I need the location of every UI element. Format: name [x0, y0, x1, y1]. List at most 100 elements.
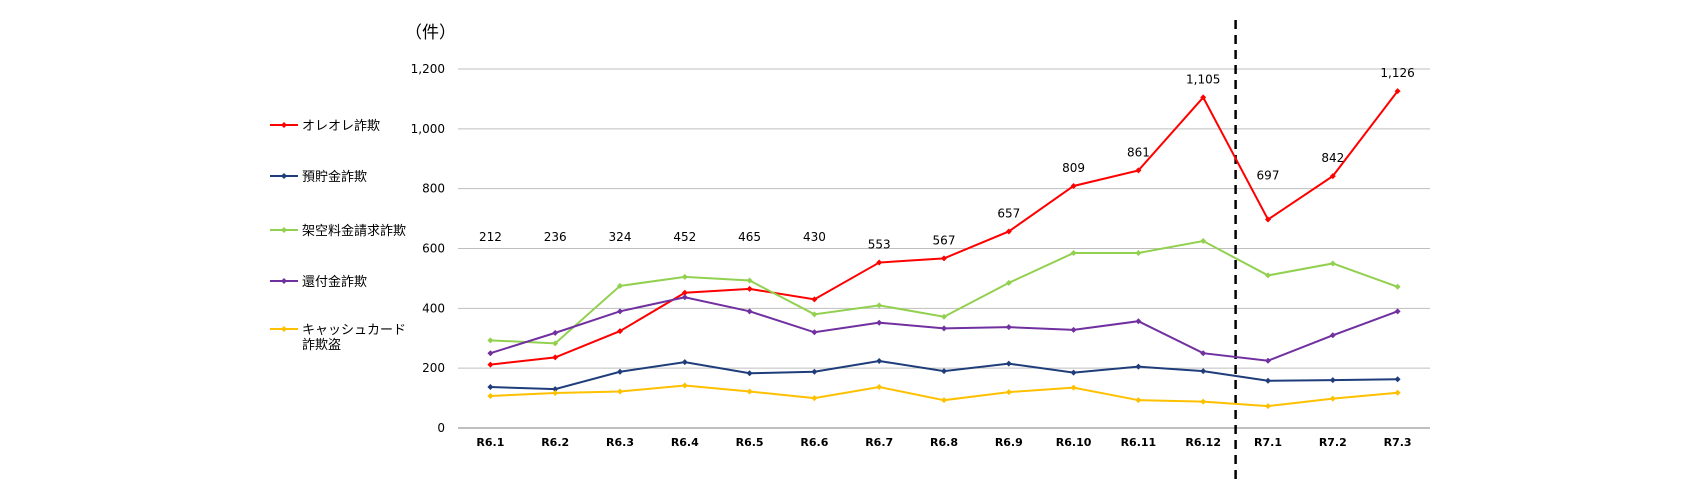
- data-point: [1329, 173, 1336, 180]
- data-point: [1200, 94, 1207, 101]
- series-1: [487, 357, 1401, 393]
- data-point: [876, 259, 883, 266]
- y-tick-label: 0: [437, 421, 445, 435]
- legend-item-0: オレオレ詐欺: [270, 118, 380, 134]
- x-tick-label: R7.2: [1319, 436, 1347, 449]
- data-point: [1200, 350, 1207, 357]
- series-4: [487, 382, 1401, 410]
- data-label: 1,126: [1380, 66, 1414, 80]
- y-tick-label: 1,200: [411, 62, 445, 76]
- data-point: [941, 255, 947, 262]
- legend-label: キャッシュカード: [302, 323, 406, 338]
- data-point: [552, 354, 559, 361]
- data-point: [1005, 360, 1012, 367]
- legend-swatch-marker: [281, 227, 287, 233]
- x-axis: R6.1 R6.2 R6.3 R6.4 R6.5 R6.6 R6.7 R6.8 R6.9 R6.1…: [476, 436, 1411, 449]
- data-point: [1070, 326, 1077, 333]
- series-line: [490, 359, 1398, 391]
- series-2: [487, 238, 1401, 347]
- data-point: [941, 397, 947, 404]
- data-label: 842: [1321, 151, 1344, 165]
- legend-swatch-marker: [281, 326, 287, 332]
- data-label: 697: [1257, 168, 1280, 182]
- y-tick-label: 800: [422, 182, 445, 196]
- data-point: [1135, 318, 1142, 325]
- data-point: [1200, 368, 1207, 375]
- data-point: [1265, 272, 1271, 279]
- data-point: [1265, 403, 1271, 410]
- data-point: [746, 285, 753, 292]
- series-group: [487, 88, 1401, 410]
- data-point: [1394, 389, 1401, 396]
- legend-label: 預貯金詐欺: [302, 169, 367, 185]
- data-point: [1265, 377, 1271, 384]
- data-point: [941, 368, 947, 375]
- data-point: [552, 389, 559, 396]
- data-point: [1005, 228, 1012, 235]
- data-point: [1394, 88, 1401, 95]
- data-point: [487, 384, 494, 391]
- data-point: [1070, 384, 1077, 391]
- data-label: 452: [673, 230, 696, 244]
- legend-swatch-marker: [281, 173, 287, 179]
- data-point: [681, 273, 688, 280]
- x-tick-label: R6.8: [930, 436, 958, 449]
- data-label: 861: [1127, 145, 1150, 159]
- data-point: [552, 329, 559, 336]
- x-tick-label: R6.3: [606, 436, 634, 449]
- data-label: 236: [544, 230, 567, 244]
- data-point: [1329, 332, 1336, 339]
- y-tick-label: 400: [422, 301, 445, 315]
- data-point: [941, 313, 947, 320]
- data-point: [941, 325, 947, 332]
- data-point: [811, 395, 818, 402]
- data-point: [1394, 308, 1401, 315]
- data-point: [811, 329, 818, 336]
- x-tick-label: R6.2: [541, 436, 569, 449]
- legend-label: オレオレ詐欺: [302, 118, 380, 134]
- data-label: 430: [803, 230, 826, 244]
- legend-label: 詐欺盗: [302, 337, 341, 353]
- legend-item-2: 架空料金請求詐欺: [270, 223, 406, 239]
- data-point: [1070, 249, 1077, 256]
- data-label: 809: [1062, 161, 1085, 175]
- data-point: [1265, 357, 1271, 364]
- data-label: 657: [997, 206, 1020, 220]
- y-tick-label: 600: [422, 242, 445, 256]
- series-3: [487, 294, 1401, 364]
- data-point: [876, 319, 883, 326]
- data-point: [1135, 249, 1142, 256]
- x-tick-label: R6.10: [1056, 436, 1092, 449]
- data-label: 567: [933, 233, 956, 247]
- data-point: [681, 289, 688, 296]
- x-tick-label: R6.1: [476, 436, 504, 449]
- data-point: [1329, 377, 1336, 384]
- x-tick-label: R6.11: [1121, 436, 1157, 449]
- data-point: [552, 386, 559, 393]
- data-point: [1135, 397, 1142, 404]
- data-label: 465: [738, 230, 761, 244]
- series-line: [490, 90, 1399, 366]
- data-point: [1394, 376, 1401, 383]
- data-labels: 212 236 324 452 465 430 553 567 657 809 861 1,105 69…: [479, 66, 1415, 251]
- data-point: [487, 337, 494, 344]
- data-point: [617, 282, 623, 289]
- data-point: [1394, 283, 1401, 290]
- data-point: [487, 350, 494, 357]
- data-point: [552, 340, 559, 347]
- data-label: 1,105: [1186, 72, 1220, 86]
- data-point: [746, 388, 753, 395]
- y-axis: 0 200 400 600 800 1,000 1,200: [411, 62, 445, 435]
- x-tick-label: R7.1: [1254, 436, 1282, 449]
- data-label: 324: [609, 230, 632, 244]
- data-point: [876, 302, 883, 309]
- data-point: [1200, 398, 1207, 405]
- series-0: [487, 88, 1401, 368]
- x-tick-label: R6.6: [800, 436, 828, 449]
- data-point: [681, 294, 688, 301]
- data-point: [811, 311, 818, 318]
- data-point: [811, 368, 818, 375]
- data-point: [681, 359, 688, 366]
